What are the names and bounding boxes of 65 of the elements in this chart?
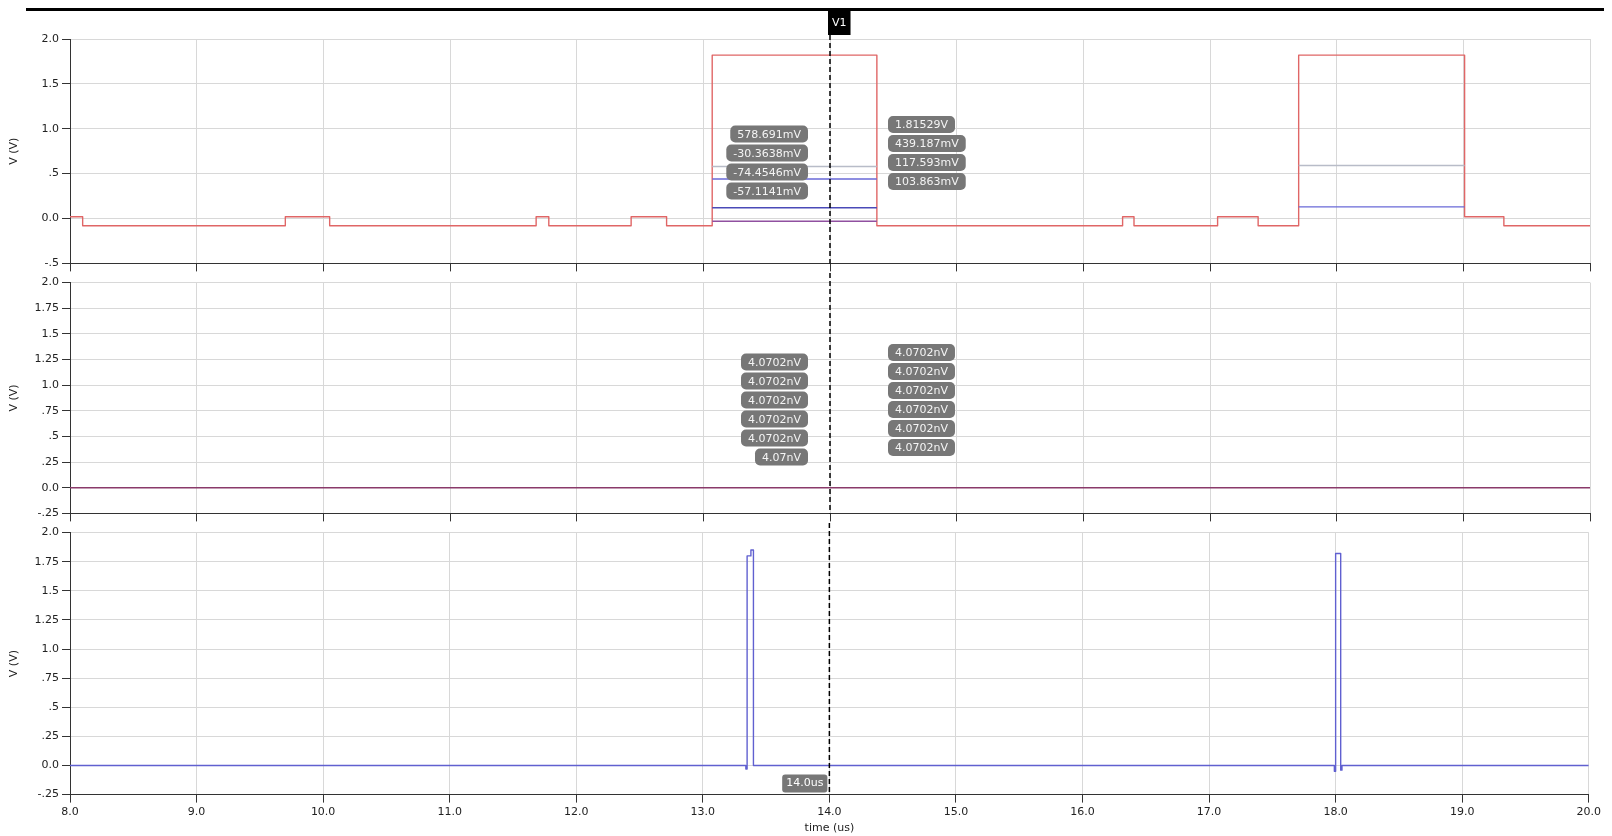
- annotation: 103.863mV: [895, 175, 960, 189]
- ref-line-label: V1: [832, 15, 847, 29]
- annotation: 4.0702nV: [895, 384, 949, 398]
- y-tick-label: 2.0: [41, 525, 59, 539]
- y-tick-label: -.25: [37, 506, 59, 520]
- y-tick-label: 1.25: [34, 352, 59, 366]
- annotation: -57.1141mV: [733, 184, 802, 198]
- y-tick-label: -.25: [37, 787, 59, 801]
- annotation: 4.07nV: [762, 450, 802, 464]
- x-axis-title: time (us): [804, 821, 855, 835]
- y-axis-title: V (V): [7, 137, 21, 165]
- annotation: 4.0702nV: [895, 365, 949, 379]
- y-tick-label: .75: [41, 671, 59, 685]
- x-tick-label: 11.0: [437, 805, 462, 819]
- y-tick-label: 1.0: [41, 121, 59, 135]
- x-tick-label: 18.0: [1323, 805, 1348, 819]
- annotation: 117.593mV: [895, 156, 960, 170]
- y-tick-label: 1.75: [34, 301, 59, 315]
- y-tick-label: 1.0: [41, 641, 59, 655]
- y-tick-label: 1.25: [34, 612, 59, 626]
- y-axis-title: V (V): [7, 650, 21, 678]
- annotation: 4.0702nV: [748, 374, 802, 388]
- x-tick-label: 14.0: [817, 805, 842, 819]
- x-tick-label: 9.0: [187, 805, 206, 819]
- y-tick-label: .25: [41, 454, 59, 468]
- y-tick-label: .5: [48, 429, 59, 443]
- y-tick-label: .25: [41, 729, 59, 743]
- y-tick-label: .5: [48, 700, 59, 714]
- annotation: 4.0702nV: [895, 346, 949, 360]
- y-tick-label: 0.0: [41, 211, 59, 225]
- annotation: 578.691mV: [737, 127, 802, 141]
- x-tick-label: 8.0: [61, 805, 79, 819]
- x-tick-label: 12.0: [564, 805, 589, 819]
- x-tick-label: 20.0: [1576, 805, 1601, 819]
- y-tick-label: 2.0: [41, 275, 59, 289]
- annotation: 4.0702nV: [895, 403, 949, 417]
- annotation: -74.4546mV: [733, 165, 802, 179]
- y-axis-title: V (V): [7, 384, 21, 412]
- y-tick-label: 1.0: [41, 378, 59, 392]
- annotation: 1.81529V: [895, 118, 949, 132]
- y-tick-label: -.5: [44, 256, 59, 270]
- x-tick-label: 19.0: [1449, 805, 1475, 819]
- x-tick-label: 13.0: [690, 805, 716, 819]
- annotation: 4.0702nV: [748, 393, 802, 407]
- y-tick-label: .5: [48, 166, 59, 180]
- annotation: 4.0702nV: [895, 441, 949, 455]
- x-tick-label: 15.0: [943, 805, 969, 819]
- x-tick-label: 16.0: [1070, 805, 1095, 819]
- annotation: 4.0702nV: [748, 412, 802, 426]
- y-tick-label: 0.0: [41, 480, 59, 494]
- annotation: 4.0702nV: [895, 422, 949, 436]
- y-tick-label: .75: [41, 403, 59, 417]
- y-tick-label: 0.0: [41, 758, 59, 772]
- ref-line-label: 14.0us: [786, 776, 824, 790]
- y-tick-label: 2.0: [41, 31, 59, 45]
- x-tick-label: 10.0: [310, 805, 336, 819]
- y-tick-label: 1.5: [41, 326, 59, 340]
- y-tick-label: 1.5: [41, 583, 59, 597]
- x-tick-label: 17.0: [1196, 805, 1222, 819]
- y-tick-label: 1.5: [41, 76, 59, 90]
- annotation: -30.3638mV: [733, 146, 802, 160]
- annotation: 4.0702nV: [748, 355, 802, 369]
- annotation: 4.0702nV: [748, 431, 802, 445]
- y-tick-label: 1.75: [34, 554, 59, 568]
- annotation: 439.187mV: [895, 137, 960, 151]
